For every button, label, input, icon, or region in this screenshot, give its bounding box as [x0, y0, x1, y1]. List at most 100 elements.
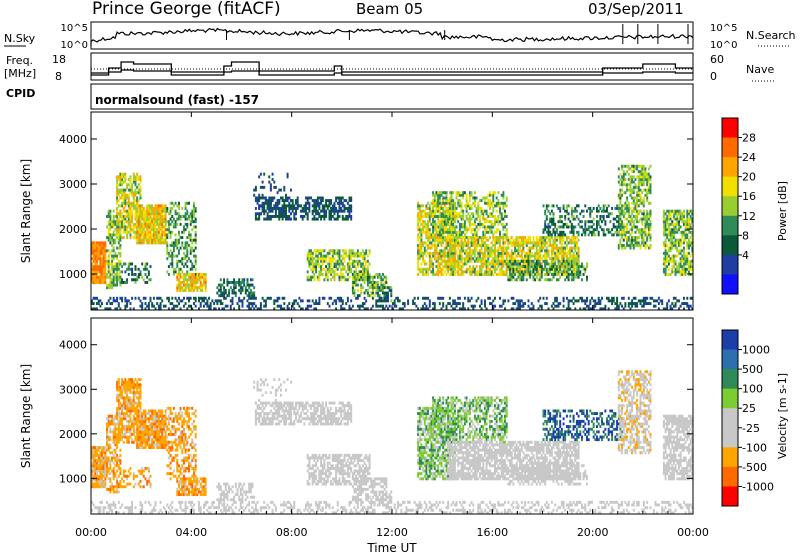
echo-cell: [627, 209, 630, 213]
echo-cell: [149, 236, 152, 240]
echo-cell: [286, 199, 289, 203]
echo-cell: [646, 183, 649, 187]
echo-cell: [283, 215, 286, 218]
echo-cell: [681, 273, 684, 276]
echo-cell: [366, 281, 369, 284]
echo-cell: [428, 241, 431, 245]
echo-cell: [162, 215, 165, 218]
echo-cell: [350, 196, 353, 200]
echo-cell: [517, 262, 520, 266]
echo-cell: [485, 244, 488, 247]
echo-cell: [641, 183, 644, 187]
echo-cell: [248, 294, 251, 298]
echo-cell: [433, 251, 436, 255]
echo-cell: [184, 222, 187, 226]
echo-cell: [494, 267, 496, 271]
echo-cell: [199, 281, 202, 284]
echo-cell: [649, 175, 652, 179]
echo-cell: [554, 251, 557, 255]
echo-cell: [567, 236, 570, 240]
echo-cell: [201, 283, 204, 287]
echo-cell: [570, 215, 573, 218]
echo-cell: [201, 286, 204, 290]
echo-cell: [499, 246, 501, 250]
echo-cell: [624, 246, 627, 250]
echo-cell: [194, 283, 197, 287]
echo-cell: [156, 238, 159, 242]
echo-cell: [142, 225, 145, 229]
echo-cell: [363, 281, 366, 284]
echo-cell: [554, 244, 557, 247]
echo-cell: [340, 278, 343, 282]
echo-cell: [477, 238, 480, 242]
echo-cell: [335, 196, 338, 200]
freq-tick-low: 8: [55, 70, 62, 83]
echo-cell: [174, 241, 177, 245]
echo-cell: [537, 265, 540, 269]
echo-cell: [679, 265, 682, 269]
echo-cell: [286, 196, 289, 200]
echo-cell: [107, 236, 110, 240]
echo-cell: [494, 241, 496, 245]
echo-cell: [646, 222, 649, 226]
echo-cell: [617, 230, 620, 234]
echo-cell: [283, 212, 286, 216]
echo-cell: [529, 246, 532, 250]
echo-cell: [293, 207, 296, 210]
echo-cell: [458, 212, 461, 216]
echo-cell: [473, 246, 476, 250]
echo-cell: [631, 170, 634, 174]
echo-cell: [184, 286, 187, 290]
echo-cell: [487, 249, 490, 253]
echo-cell: [570, 265, 573, 269]
echo-cell: [432, 265, 435, 269]
echo-cell: [442, 249, 445, 253]
echo-cell: [318, 265, 321, 269]
echo-cell: [485, 259, 488, 263]
echo-cell: [465, 244, 468, 247]
echo-cell: [612, 217, 615, 221]
echo-cell: [117, 273, 120, 276]
echo-cell: [560, 215, 563, 218]
echo-cell: [567, 265, 570, 269]
echo-cell: [447, 265, 450, 269]
echo-cell: [480, 209, 483, 213]
echo-cell: [532, 270, 535, 274]
echo-cell: [313, 215, 316, 218]
echo-cell: [427, 236, 430, 240]
echo-cell: [519, 270, 522, 274]
echo-cell: [642, 215, 645, 218]
echo-cell: [494, 259, 496, 263]
echo-cell: [440, 222, 443, 226]
echo-cell: [463, 191, 466, 195]
echo-cell: [261, 204, 264, 208]
echo-cell: [422, 254, 425, 258]
echo-cell: [106, 225, 108, 229]
echo-cell: [537, 251, 540, 255]
echo-cell: [453, 217, 456, 221]
echo-cell: [311, 204, 314, 208]
echo-cell: [368, 262, 371, 266]
echo-cell: [637, 170, 640, 174]
echo-cell: [151, 204, 154, 208]
echo-cell: [624, 217, 627, 221]
echo-cell: [549, 244, 552, 247]
echo-cell: [606, 215, 608, 218]
echo-cell: [310, 267, 313, 271]
echo-cell: [365, 259, 368, 263]
echo-cell: [164, 220, 167, 224]
echo-cell: [430, 244, 433, 247]
echo-cell: [116, 273, 119, 276]
echo-cell: [574, 241, 577, 245]
echo-cell: [308, 278, 311, 282]
echo-cell: [117, 262, 120, 266]
echo-cell: [445, 207, 448, 210]
echo-cell: [676, 265, 679, 269]
echo-cell: [505, 273, 508, 276]
echo-cell: [191, 286, 194, 290]
echo-cell: [418, 215, 421, 218]
echo-cell: [422, 251, 425, 255]
echo-cell: [351, 291, 354, 295]
echo-cell: [497, 201, 500, 205]
echo-cell: [258, 217, 261, 221]
